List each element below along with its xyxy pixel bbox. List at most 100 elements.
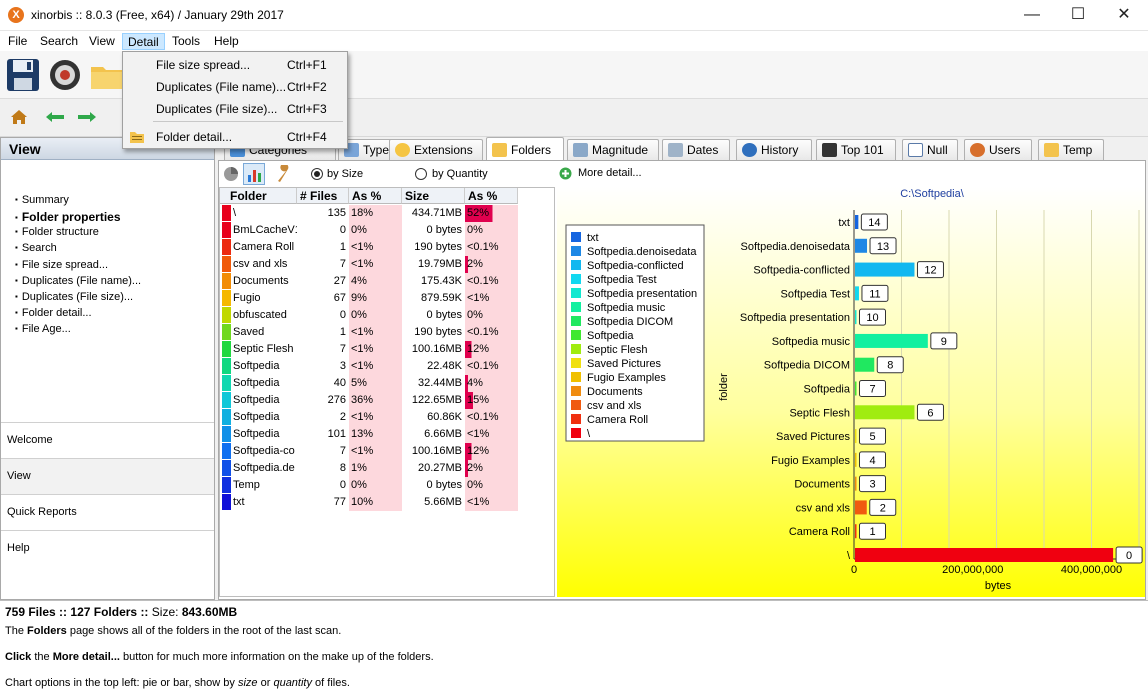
folder-color-swatch — [222, 375, 231, 391]
close-button[interactable]: ✕ — [1117, 6, 1131, 23]
link-duplicates-file-name[interactable]: Duplicates (File name)... — [15, 275, 141, 287]
link-duplicates-file-size[interactable]: Duplicates (File size)... — [15, 291, 133, 303]
cell-pct-size: <0.1% — [465, 358, 518, 375]
table-row[interactable]: BmLCacheV1 0 0% 0 bytes 0% — [220, 222, 520, 239]
tab-label: Type — [363, 143, 390, 157]
cell-folder: Fugio — [233, 292, 261, 304]
menu-help[interactable]: Help — [214, 34, 239, 48]
pie-chart-icon[interactable] — [223, 166, 239, 182]
table-row[interactable]: Temp 0 0% 0 bytes 0% — [220, 477, 520, 494]
table-row[interactable]: \ 135 18% 434.71MB 52% — [220, 205, 520, 222]
separator: :: — [140, 605, 149, 619]
table-row[interactable]: Softpedia 101 13% 6.66MB <1% — [220, 426, 520, 443]
cell-folder: Temp — [233, 479, 260, 491]
link-folder-detail[interactable]: Folder detail... — [15, 307, 92, 319]
cell-files: 1 — [339, 326, 346, 338]
tab-temp[interactable]: Temp — [1038, 139, 1104, 160]
forward-arrow-icon[interactable] — [78, 111, 96, 123]
minimize-button[interactable]: — — [1024, 6, 1040, 23]
tab-folders[interactable]: Folders — [486, 137, 564, 161]
tab-extensions[interactable]: Extensions — [389, 139, 483, 160]
table-row[interactable]: Septic Flesh 7 <1% 100.16MB 12% — [220, 341, 520, 358]
open-folder-icon[interactable] — [89, 57, 125, 93]
link-summary[interactable]: Summary — [15, 194, 69, 206]
menu-item-duplicates-file-size[interactable]: Duplicates (File size)... Ctrl+F3 — [125, 98, 345, 120]
nav-welcome[interactable]: Welcome — [1, 422, 214, 458]
col-header-folder[interactable]: Folder — [220, 188, 297, 204]
wrench-icon[interactable] — [275, 165, 291, 183]
maximize-button[interactable]: ☐ — [1070, 6, 1086, 23]
table-row[interactable]: Fugio 67 9% 879.59K <1% — [220, 290, 520, 307]
bar-chart-button[interactable] — [243, 163, 265, 185]
table-row[interactable]: Camera Roll 1 <1% 190 bytes <0.1% — [220, 239, 520, 256]
scan-gear-icon[interactable] — [47, 57, 83, 93]
table-row[interactable]: txt 77 10% 5.66MB <1% — [220, 494, 520, 511]
cell-folder: Softpedia — [233, 394, 280, 406]
tab-top-101[interactable]: Top 101 — [816, 139, 896, 160]
home-icon[interactable] — [10, 109, 28, 125]
folder-color-swatch — [222, 324, 231, 340]
link-folder-properties[interactable]: Folder properties — [15, 210, 121, 224]
folder-color-swatch — [222, 443, 231, 459]
table-row[interactable]: obfuscated 0 0% 0 bytes 0% — [220, 307, 520, 324]
table-row[interactable]: Softpedia 2 <1% 60.86K <0.1% — [220, 409, 520, 426]
bar-value-label-box — [876, 356, 904, 374]
calendar-icon — [668, 143, 683, 157]
link-file-size-spread[interactable]: File size spread... — [15, 259, 108, 271]
user-icon — [970, 143, 985, 157]
col-header-files[interactable]: # Files — [297, 188, 349, 204]
nav-view[interactable]: View — [1, 458, 214, 494]
top101-icon — [822, 143, 837, 157]
menu-item-folder-detail[interactable]: Folder detail... Ctrl+F4 — [125, 126, 345, 148]
menu-view[interactable]: View — [89, 34, 115, 48]
table-row[interactable]: Softpedia 40 5% 32.44MB 4% — [220, 375, 520, 392]
bar-value-label: 14 — [868, 217, 880, 229]
cell-size: 190 bytes — [414, 241, 462, 253]
menu-item-file-size-spread[interactable]: File size spread... Ctrl+F1 — [125, 54, 345, 76]
file-icon — [908, 143, 923, 157]
menu-item-duplicates-file-name[interactable]: Duplicates (File name)... Ctrl+F2 — [125, 76, 345, 98]
col-header-size[interactable]: Size — [402, 188, 465, 204]
menu-detail[interactable]: Detail — [122, 33, 165, 50]
cell-pct-files: 36% — [349, 392, 402, 409]
back-arrow-icon[interactable] — [46, 111, 64, 123]
menu-tools[interactable]: Tools — [172, 34, 201, 48]
tab-users[interactable]: Users — [964, 139, 1032, 160]
tab-dates[interactable]: Dates — [662, 139, 730, 160]
bar-value-label: 7 — [869, 384, 875, 396]
nav-help[interactable]: Help — [1, 530, 214, 566]
menu-search[interactable]: Search — [40, 34, 79, 48]
nav-quick-reports[interactable]: Quick Reports — [1, 494, 214, 530]
cell-folder: txt — [233, 496, 245, 508]
table-row[interactable]: csv and xls 7 <1% 19.79MB 2% — [220, 256, 520, 273]
tab-type[interactable]: Type — [338, 139, 402, 160]
table-row[interactable]: Saved 1 <1% 190 bytes <0.1% — [220, 324, 520, 341]
table-row[interactable]: Softpedia-co 7 <1% 100.16MB 12% — [220, 443, 520, 460]
table-row[interactable]: Softpedia.de 8 1% 20.27MB 2% — [220, 460, 520, 477]
y-tick-label: Softpedia DICOM — [764, 360, 850, 372]
tab-magnitude[interactable]: Magnitude — [567, 139, 659, 160]
col-header-pct-size[interactable]: As % — [465, 188, 518, 204]
title-bar: X xinorbis :: 8.0.3 (Free, x64) / Januar… — [0, 0, 1148, 31]
by-quantity-radio[interactable] — [415, 168, 427, 180]
menu-file[interactable]: File — [8, 34, 28, 48]
cell-pct-size: 12% — [465, 443, 518, 460]
cell-pct-files: <1% — [349, 341, 402, 358]
save-icon[interactable] — [5, 57, 41, 93]
cell-pct-size: <0.1% — [465, 409, 518, 426]
tab-null[interactable]: Null — [902, 139, 958, 160]
cell-pct-files: 13% — [349, 426, 402, 443]
by-size-radio[interactable] — [311, 168, 323, 180]
link-file-age[interactable]: File Age... — [15, 323, 71, 335]
folder-color-swatch — [222, 239, 231, 255]
link-folder-structure[interactable]: Folder structure — [15, 226, 99, 238]
col-header-pct-files[interactable]: As % — [349, 188, 402, 204]
table-row[interactable]: Documents 27 4% 175.43K <0.1% — [220, 273, 520, 290]
link-search[interactable]: Search — [15, 242, 57, 254]
cell-folder: Saved — [233, 326, 265, 338]
app-logo-icon: X — [8, 7, 24, 23]
tab-history[interactable]: History — [736, 139, 812, 160]
table-row[interactable]: Softpedia 3 <1% 22.48K <0.1% — [220, 358, 520, 375]
table-row[interactable]: Softpedia 276 36% 122.65MB 15% — [220, 392, 520, 409]
cell-files: 40 — [333, 377, 346, 389]
